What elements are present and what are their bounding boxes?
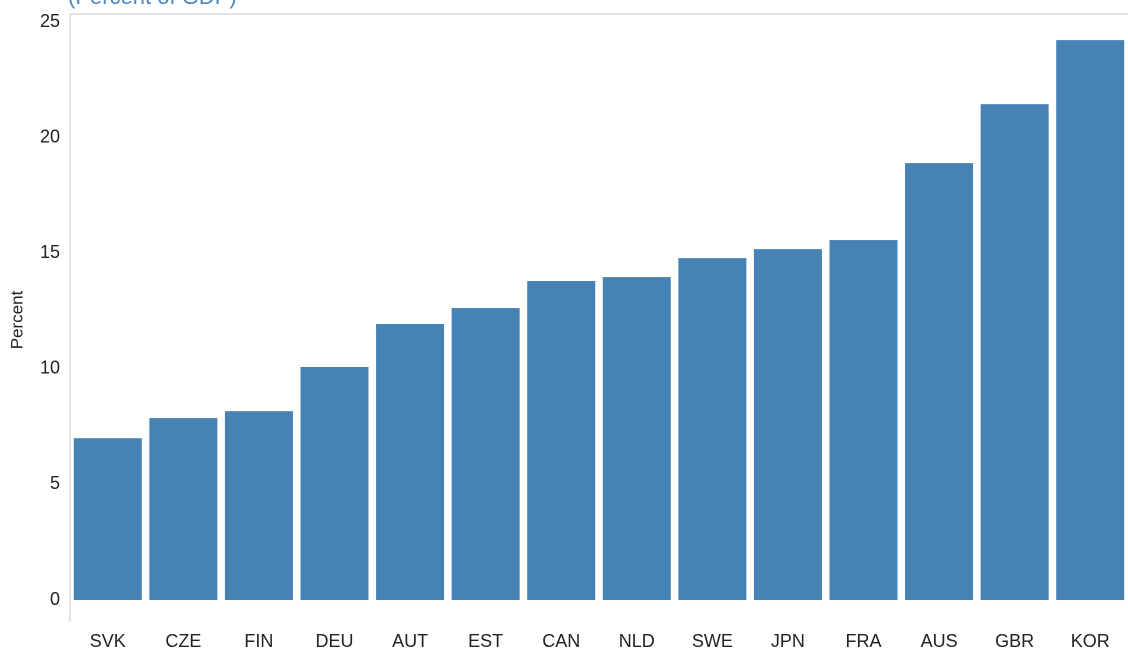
bar bbox=[376, 324, 445, 601]
x-tick-label: AUT bbox=[392, 631, 428, 651]
x-tick-label: AUS bbox=[921, 631, 958, 651]
x-tick-label: FRA bbox=[846, 631, 882, 651]
bar bbox=[829, 240, 898, 601]
x-tick-label: JPN bbox=[771, 631, 805, 651]
x-tick-label: SVK bbox=[90, 631, 126, 651]
y-tick-label: 25 bbox=[40, 11, 60, 31]
bar bbox=[980, 104, 1049, 601]
bar bbox=[300, 367, 369, 601]
x-tick-label: EST bbox=[468, 631, 503, 651]
bar bbox=[1056, 40, 1125, 601]
y-tick-label: 10 bbox=[40, 358, 60, 378]
x-tick-label: GBR bbox=[995, 631, 1034, 651]
bar bbox=[224, 411, 293, 601]
y-axis-label: Percent bbox=[7, 290, 26, 349]
bar bbox=[602, 277, 671, 601]
x-tick-label: FIN bbox=[244, 631, 273, 651]
x-tick-label: SWE bbox=[692, 631, 733, 651]
x-tick-label: CZE bbox=[165, 631, 201, 651]
bar bbox=[451, 308, 520, 601]
bar bbox=[73, 438, 142, 601]
y-tick-label: 15 bbox=[40, 242, 60, 262]
x-tick-label: NLD bbox=[619, 631, 655, 651]
y-tick-label: 20 bbox=[40, 126, 60, 146]
y-tick-label: 5 bbox=[50, 473, 60, 493]
x-tick-label: DEU bbox=[315, 631, 353, 651]
bar bbox=[678, 258, 747, 601]
y-tick-label: 0 bbox=[50, 589, 60, 609]
bar bbox=[753, 249, 822, 601]
bar bbox=[149, 418, 218, 601]
x-tick-label: CAN bbox=[542, 631, 580, 651]
chart-subtitle: (Percent of GDP) bbox=[68, 0, 237, 9]
bar bbox=[527, 281, 596, 601]
x-tick-label: KOR bbox=[1071, 631, 1110, 651]
bar bbox=[905, 163, 974, 601]
